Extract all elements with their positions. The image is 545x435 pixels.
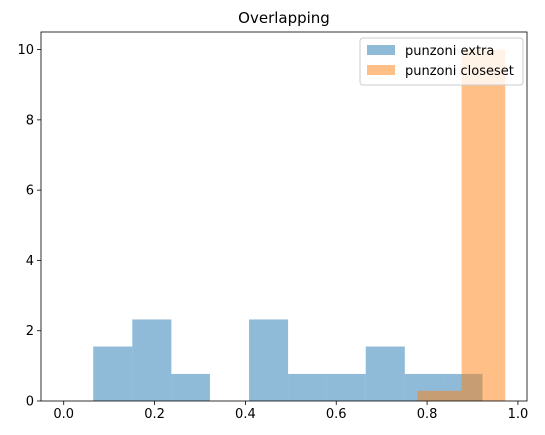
legend-swatch-0 xyxy=(367,45,395,55)
y-tick-label: 2 xyxy=(26,324,34,339)
histogram-bar-series-1-bin-1 xyxy=(439,390,462,401)
histogram-bar-series-0-bin-5 xyxy=(288,373,327,401)
histogram-bar-series-0-bin-2 xyxy=(171,373,210,401)
y-axis: 0 2 4 6 8 10 xyxy=(17,43,41,410)
histogram-bar-series-1-bin-2 xyxy=(461,49,484,401)
plot-frame xyxy=(40,31,528,402)
legend-box xyxy=(359,37,524,86)
legend: punzoni extra punzoni closeset xyxy=(359,37,524,86)
histogram-bar-series-0-bin-0 xyxy=(93,346,133,401)
x-tick-label: 1.0 xyxy=(508,407,529,422)
legend-swatch-1 xyxy=(367,65,395,75)
histogram-bar-series-1-bin-0 xyxy=(417,390,440,401)
chart-title: Overlapping xyxy=(238,9,330,27)
y-tick-label: 0 xyxy=(26,395,34,410)
histogram-bar-series-0-bin-6 xyxy=(326,373,366,401)
histogram-bar-series-0-bin-7 xyxy=(365,346,405,401)
histogram-bar-series-0-bin-1 xyxy=(132,319,172,401)
y-tick-label: 8 xyxy=(26,113,34,128)
x-tick-label: 0.8 xyxy=(417,407,438,422)
y-tick-label: 10 xyxy=(17,43,34,58)
y-tick-label: 4 xyxy=(26,254,34,269)
bars-layer xyxy=(93,49,506,401)
x-tick-label: 0.2 xyxy=(144,407,165,422)
x-tick-label: 0.6 xyxy=(326,407,347,422)
x-axis: 0.0 0.2 0.4 0.6 0.8 1.0 xyxy=(53,401,528,422)
histogram-bar-series-0-bin-4 xyxy=(249,319,289,401)
legend-label-1: punzoni closeset xyxy=(405,64,514,79)
y-tick-label: 6 xyxy=(26,184,34,199)
histogram-bar-series-1-bin-3 xyxy=(483,49,506,401)
legend-label-0: punzoni extra xyxy=(405,44,494,59)
x-tick-label: 0.4 xyxy=(235,407,256,422)
x-tick-label: 0.0 xyxy=(53,407,74,422)
